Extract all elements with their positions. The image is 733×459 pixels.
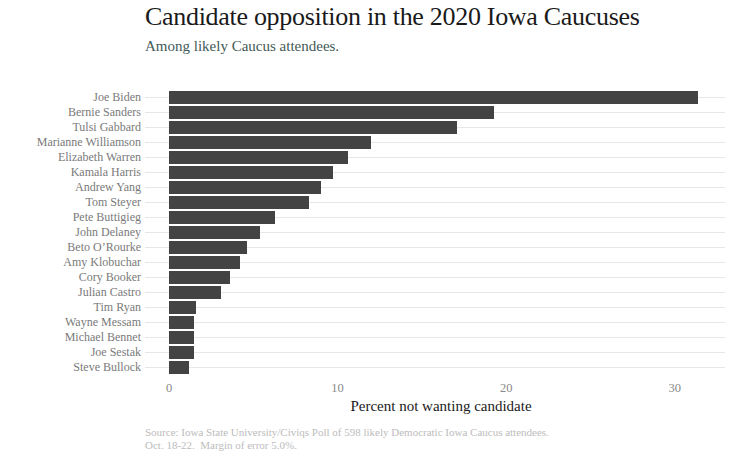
chart-row: Wayne Messam [0, 315, 733, 330]
chart-row: Tom Steyer [0, 195, 733, 210]
row-gridline [145, 307, 725, 308]
bar [169, 91, 698, 104]
chart-row: Amy Klobuchar [0, 255, 733, 270]
chart-row: Bernie Sanders [0, 105, 733, 120]
category-label: Cory Booker [0, 270, 141, 285]
x-tick-label: 10 [331, 381, 344, 396]
x-axis-title: Percent not wanting candidate [350, 398, 531, 415]
category-label: Tulsi Gabbard [0, 120, 141, 135]
bar [169, 226, 260, 239]
x-tick-label: 20 [500, 381, 513, 396]
category-label: Bernie Sanders [0, 105, 141, 120]
bar [169, 211, 275, 224]
bar [169, 316, 194, 329]
bar [169, 121, 457, 134]
category-label: Michael Bennet [0, 330, 141, 345]
chart-row: Pete Buttigieg [0, 210, 733, 225]
chart-subtitle: Among likely Caucus attendees. [145, 38, 339, 55]
category-label: Amy Klobuchar [0, 255, 141, 270]
bar [169, 256, 240, 269]
row-gridline [145, 352, 725, 353]
category-label: Kamala Harris [0, 165, 141, 180]
bar [169, 286, 221, 299]
bar [169, 271, 230, 284]
category-label: Andrew Yang [0, 180, 141, 195]
bar [169, 136, 371, 149]
category-label: Joe Biden [0, 90, 141, 105]
chart-row: Tulsi Gabbard [0, 120, 733, 135]
bar [169, 106, 494, 119]
chart-container: Candidate opposition in the 2020 Iowa Ca… [0, 0, 733, 459]
category-label: Beto O’Rourke [0, 240, 141, 255]
chart-row: Beto O’Rourke [0, 240, 733, 255]
chart-row: Tim Ryan [0, 300, 733, 315]
chart-row: Andrew Yang [0, 180, 733, 195]
bar [169, 331, 194, 344]
plot-area: Joe BidenBernie SandersTulsi GabbardMari… [0, 90, 733, 375]
chart-row: Kamala Harris [0, 165, 733, 180]
chart-row: Julian Castro [0, 285, 733, 300]
row-gridline [145, 337, 725, 338]
category-label: Steve Bullock [0, 360, 141, 375]
chart-row: Joe Sestak [0, 345, 733, 360]
source-caption-line1: Source: Iowa State University/Civiqs Pol… [145, 426, 549, 438]
bar [169, 361, 189, 374]
chart-row: Joe Biden [0, 90, 733, 105]
category-label: Joe Sestak [0, 345, 141, 360]
category-label: John Delaney [0, 225, 141, 240]
category-label: Pete Buttigieg [0, 210, 141, 225]
category-label: Elizabeth Warren [0, 150, 141, 165]
bar [169, 196, 309, 209]
row-gridline [145, 367, 725, 368]
chart-title: Candidate opposition in the 2020 Iowa Ca… [145, 2, 640, 32]
row-gridline [145, 292, 725, 293]
chart-row: Elizabeth Warren [0, 150, 733, 165]
chart-row: Cory Booker [0, 270, 733, 285]
bar [169, 151, 348, 164]
chart-row: Michael Bennet [0, 330, 733, 345]
category-label: Wayne Messam [0, 315, 141, 330]
bar [169, 181, 321, 194]
category-label: Tim Ryan [0, 300, 141, 315]
chart-row: Steve Bullock [0, 360, 733, 375]
bar [169, 301, 196, 314]
category-label: Marianne Williamson [0, 135, 141, 150]
row-gridline [145, 322, 725, 323]
bar [169, 346, 194, 359]
row-gridline [145, 277, 725, 278]
category-label: Julian Castro [0, 285, 141, 300]
bar [169, 166, 333, 179]
source-caption-line2: Oct. 18-22. Margin of error 5.0%. [145, 439, 297, 451]
chart-row: John Delaney [0, 225, 733, 240]
chart-row: Marianne Williamson [0, 135, 733, 150]
x-tick-label: 30 [669, 381, 682, 396]
bar [169, 241, 247, 254]
category-label: Tom Steyer [0, 195, 141, 210]
x-tick-label: 0 [166, 381, 172, 396]
